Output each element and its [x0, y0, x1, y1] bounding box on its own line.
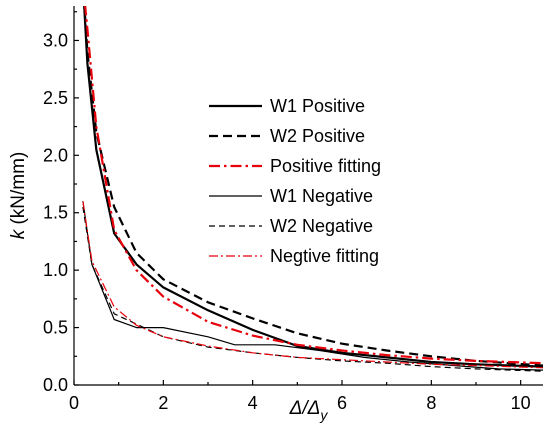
series-line-negtive-fitting [82, 201, 543, 369]
axis-labels: Δ/Δy k (kN/mm) [8, 152, 328, 423]
x-tick-label: 0 [69, 393, 79, 413]
axes: 0 2 4 6 8 10 0.0 0.5 1.0 1.5 2.0 2.5 3.0 [43, 6, 543, 413]
x-tick-label: 6 [337, 393, 347, 413]
legend-label-w1-positive: W1 Positive [270, 96, 365, 116]
x-axis-label-main: Δ/Δ [289, 398, 321, 419]
legend-label-positive-fitting: Positive fitting [270, 156, 381, 176]
y-axis-label-unit: (kN/mm) [8, 152, 29, 230]
legend-label-w1-negative: W1 Negative [270, 186, 373, 206]
series-line-w1-positive [83, 6, 543, 368]
x-axis-label-subscript: y [319, 407, 328, 423]
series-line-positive-fitting [84, 6, 543, 365]
x-tick-label: 10 [511, 393, 531, 413]
series-line-w2-negative [82, 206, 543, 372]
x-tick-label: 4 [248, 393, 258, 413]
legend: W1 Positive W2 Positive Positive fitting W1… [209, 96, 381, 266]
x-tick-label: 2 [158, 393, 168, 413]
y-tick-label: 0.0 [43, 375, 68, 395]
y-axis-label-symbol: k [8, 228, 29, 239]
legend-label-negtive-fitting: Negtive fitting [270, 246, 379, 266]
legend-label-w2-positive: W2 Positive [270, 126, 365, 146]
series-layer [82, 6, 543, 372]
y-tick-label: 2.5 [43, 88, 68, 108]
y-tick-label: 1.5 [43, 203, 68, 223]
x-axis-label: Δ/Δy [289, 398, 329, 423]
y-tick-label: 0.5 [43, 318, 68, 338]
x-tick-label: 8 [426, 393, 436, 413]
series-line-w2-positive [83, 6, 543, 367]
y-tick-label: 3.0 [43, 30, 68, 50]
y-tick-label: 2.0 [43, 145, 68, 165]
legend-label-w2-negative: W2 Negative [270, 216, 373, 236]
y-axis-label: k (kN/mm) [8, 152, 29, 240]
y-tick-label: 1.0 [43, 260, 68, 280]
